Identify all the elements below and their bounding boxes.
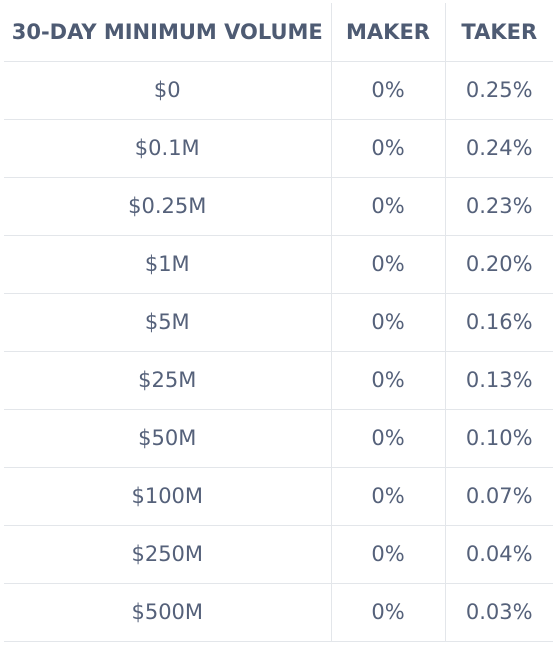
volume-cell: $50M bbox=[4, 408, 332, 468]
volume-cell: $0.1M bbox=[4, 118, 332, 178]
taker-fee-cell: 0.13% bbox=[444, 350, 553, 410]
maker-fee-cell: 0% bbox=[330, 60, 446, 120]
maker-fee-cell: 0% bbox=[330, 524, 446, 584]
maker-fee-cell: 0% bbox=[330, 582, 446, 642]
taker-fee-cell: 0.20% bbox=[444, 234, 553, 294]
header-volume: 30-DAY MINIMUM VOLUME bbox=[4, 3, 332, 62]
table-row: $100M 0% 0.07% bbox=[4, 466, 553, 526]
taker-fee-cell: 0.25% bbox=[444, 60, 553, 120]
header-maker: MAKER bbox=[330, 3, 446, 62]
table-row: $250M 0% 0.04% bbox=[4, 524, 553, 584]
maker-fee-cell: 0% bbox=[330, 234, 446, 294]
taker-fee-cell: 0.16% bbox=[444, 292, 553, 352]
table-row: $50M 0% 0.10% bbox=[4, 408, 553, 468]
taker-fee-cell: 0.23% bbox=[444, 176, 553, 236]
maker-fee-cell: 0% bbox=[330, 118, 446, 178]
volume-cell: $250M bbox=[4, 524, 332, 584]
table-row: $5M 0% 0.16% bbox=[4, 292, 553, 352]
table-row: $25M 0% 0.13% bbox=[4, 350, 553, 410]
maker-fee-cell: 0% bbox=[330, 350, 446, 410]
header-taker: TAKER bbox=[444, 3, 553, 62]
table-row: $0.25M 0% 0.23% bbox=[4, 176, 553, 236]
taker-fee-cell: 0.24% bbox=[444, 118, 553, 178]
maker-fee-cell: 0% bbox=[330, 292, 446, 352]
table-row: $0 0% 0.25% bbox=[4, 60, 553, 120]
table-row: $1M 0% 0.20% bbox=[4, 234, 553, 294]
table-row: $500M 0% 0.03% bbox=[4, 582, 553, 642]
table-header-row: 30-DAY MINIMUM VOLUME MAKER TAKER bbox=[4, 3, 553, 62]
taker-fee-cell: 0.03% bbox=[444, 582, 553, 642]
maker-fee-cell: 0% bbox=[330, 408, 446, 468]
taker-fee-cell: 0.07% bbox=[444, 466, 553, 526]
volume-cell: $0.25M bbox=[4, 176, 332, 236]
fee-schedule-table: 30-DAY MINIMUM VOLUME MAKER TAKER $0 0% … bbox=[4, 3, 553, 642]
maker-fee-cell: 0% bbox=[330, 466, 446, 526]
volume-cell: $0 bbox=[4, 60, 332, 120]
volume-cell: $5M bbox=[4, 292, 332, 352]
volume-cell: $1M bbox=[4, 234, 332, 294]
volume-cell: $25M bbox=[4, 350, 332, 410]
taker-fee-cell: 0.10% bbox=[444, 408, 553, 468]
table-row: $0.1M 0% 0.24% bbox=[4, 118, 553, 178]
maker-fee-cell: 0% bbox=[330, 176, 446, 236]
volume-cell: $100M bbox=[4, 466, 332, 526]
volume-cell: $500M bbox=[4, 582, 332, 642]
taker-fee-cell: 0.04% bbox=[444, 524, 553, 584]
